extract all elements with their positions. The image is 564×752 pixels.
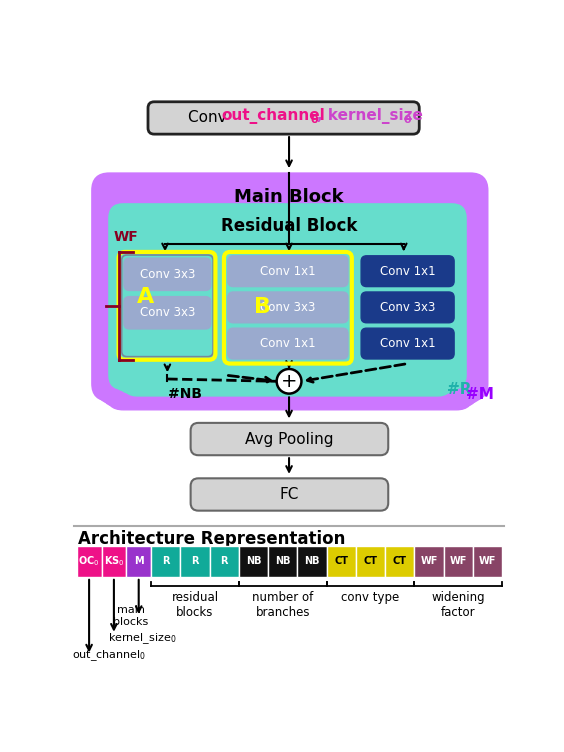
Text: Conv 3x3: Conv 3x3 (260, 301, 315, 314)
Text: number of
branches: number of branches (252, 591, 314, 619)
FancyBboxPatch shape (106, 183, 474, 410)
Text: #M: #M (466, 387, 494, 402)
FancyBboxPatch shape (114, 207, 461, 391)
Text: CT: CT (393, 556, 407, 566)
FancyBboxPatch shape (228, 328, 348, 359)
Bar (356, 546, 385, 577)
Bar (77, 546, 102, 577)
Text: CT: CT (364, 556, 377, 566)
FancyBboxPatch shape (109, 205, 466, 389)
FancyBboxPatch shape (228, 292, 348, 323)
FancyBboxPatch shape (102, 180, 478, 407)
FancyBboxPatch shape (361, 292, 454, 323)
Text: kernel_size$_0$: kernel_size$_0$ (108, 632, 176, 646)
Text: Conv 1x1: Conv 1x1 (380, 265, 435, 277)
FancyBboxPatch shape (191, 423, 388, 455)
Text: Conv: Conv (188, 111, 232, 126)
Text: OC$_0$: OC$_0$ (78, 554, 100, 569)
FancyBboxPatch shape (148, 102, 419, 134)
Text: NB: NB (275, 556, 290, 566)
Text: M: M (134, 556, 143, 566)
FancyBboxPatch shape (228, 256, 348, 287)
Text: Conv 1x1: Conv 1x1 (259, 265, 315, 277)
Text: #R: #R (447, 381, 472, 396)
Bar (180, 546, 210, 577)
Text: Residual Block: Residual Block (221, 217, 357, 235)
Bar (473, 546, 502, 577)
FancyBboxPatch shape (92, 174, 487, 401)
FancyBboxPatch shape (361, 328, 454, 359)
Text: NB: NB (246, 556, 261, 566)
Text: Architecture Representation: Architecture Representation (78, 530, 346, 548)
Text: #NB: #NB (168, 387, 202, 402)
Text: Avg Pooling: Avg Pooling (245, 432, 333, 447)
FancyBboxPatch shape (124, 296, 211, 329)
FancyBboxPatch shape (123, 211, 452, 396)
Text: NB: NB (304, 556, 320, 566)
Text: KS$_0$: KS$_0$ (104, 554, 124, 569)
Text: Main Block: Main Block (234, 187, 344, 205)
Text: A: A (137, 287, 155, 307)
Circle shape (277, 369, 301, 393)
FancyBboxPatch shape (191, 478, 388, 511)
Text: Conv 3x3: Conv 3x3 (140, 306, 195, 320)
Text: Conv 1x1: Conv 1x1 (259, 337, 315, 350)
Text: +: + (281, 371, 297, 391)
Text: widening
factor: widening factor (431, 591, 485, 619)
Text: R: R (162, 556, 169, 566)
FancyBboxPatch shape (97, 177, 483, 404)
FancyBboxPatch shape (124, 258, 211, 290)
Bar (415, 546, 444, 577)
Text: WF: WF (113, 230, 138, 244)
Bar (444, 546, 473, 577)
Bar (151, 546, 180, 577)
Text: Conv 3x3: Conv 3x3 (380, 301, 435, 314)
Bar (327, 546, 356, 577)
Text: WF: WF (450, 556, 467, 566)
Text: out_channel: out_channel (222, 108, 325, 124)
Text: Conv 1x1: Conv 1x1 (380, 337, 435, 350)
Bar (210, 546, 239, 577)
Text: main
blocks: main blocks (113, 605, 148, 627)
FancyBboxPatch shape (361, 256, 454, 287)
Text: conv type: conv type (341, 591, 400, 604)
Text: B: B (254, 297, 271, 317)
FancyBboxPatch shape (118, 209, 456, 393)
Bar (297, 546, 327, 577)
Text: , kernel_size: , kernel_size (317, 108, 423, 124)
Bar (126, 546, 151, 577)
Bar (102, 546, 126, 577)
Text: Conv 3x3: Conv 3x3 (140, 268, 195, 280)
Bar (268, 546, 297, 577)
Text: WF: WF (420, 556, 438, 566)
Text: 0: 0 (404, 115, 411, 126)
Text: WF: WF (479, 556, 496, 566)
Text: FC: FC (279, 487, 299, 502)
Bar (385, 546, 415, 577)
Text: residual
blocks: residual blocks (171, 591, 218, 619)
Text: R: R (221, 556, 228, 566)
Text: R: R (191, 556, 199, 566)
Text: CT: CT (334, 556, 348, 566)
Text: out_channel$_0$: out_channel$_0$ (72, 648, 146, 663)
Bar (239, 546, 268, 577)
Text: 0: 0 (311, 115, 318, 126)
